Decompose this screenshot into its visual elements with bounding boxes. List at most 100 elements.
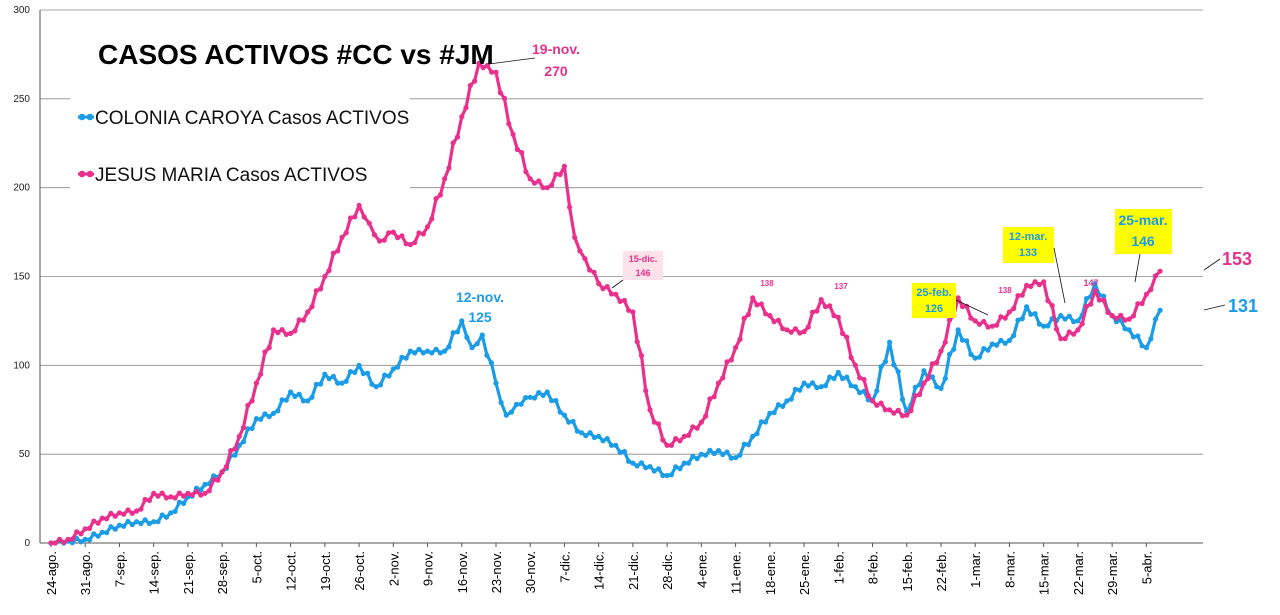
data-point bbox=[925, 375, 931, 382]
axes bbox=[39, 10, 1203, 544]
data-point bbox=[326, 376, 332, 382]
data-point bbox=[1045, 298, 1051, 304]
data-point bbox=[343, 230, 349, 236]
data-point bbox=[335, 380, 341, 386]
data-point bbox=[664, 442, 670, 448]
data-point bbox=[95, 520, 101, 526]
data-point bbox=[262, 411, 268, 417]
data-point bbox=[895, 369, 901, 375]
annotation-box bbox=[1003, 227, 1054, 263]
data-point bbox=[1045, 323, 1051, 329]
data-point bbox=[1062, 336, 1068, 342]
data-point bbox=[835, 369, 841, 375]
data-point bbox=[347, 369, 354, 375]
legend: COLONIA CAROYA Casos ACTIVOS JESUS MARIA … bbox=[70, 88, 410, 194]
data-point bbox=[959, 303, 966, 310]
data-point bbox=[484, 352, 490, 358]
annotation-leader bbox=[1053, 247, 1066, 304]
data-point bbox=[318, 381, 324, 387]
annotation-leader bbox=[955, 299, 989, 316]
data-point bbox=[65, 536, 71, 543]
data-point bbox=[86, 537, 93, 543]
data-point bbox=[891, 410, 897, 416]
data-point bbox=[1015, 293, 1021, 299]
data-point bbox=[1058, 313, 1064, 319]
x-tick-label: 30-nov. bbox=[523, 551, 538, 593]
data-point bbox=[125, 507, 131, 513]
data-point bbox=[253, 380, 259, 386]
data-point bbox=[861, 376, 867, 383]
data-point bbox=[643, 388, 649, 394]
data-point bbox=[946, 317, 953, 323]
data-point bbox=[874, 402, 880, 408]
annotation-value: 270 bbox=[544, 63, 568, 79]
data-point bbox=[912, 393, 918, 399]
annotation-leader bbox=[488, 57, 536, 65]
data-point bbox=[437, 192, 443, 198]
data-point bbox=[673, 436, 679, 442]
data-point bbox=[942, 375, 948, 382]
data-point bbox=[1152, 273, 1159, 279]
data-point bbox=[1118, 312, 1124, 318]
data-point bbox=[955, 295, 961, 301]
data-point bbox=[352, 214, 358, 220]
data-point bbox=[104, 516, 110, 522]
data-point bbox=[1092, 281, 1098, 287]
data-point bbox=[608, 291, 615, 297]
x-tick-label: 7-sep. bbox=[112, 551, 127, 587]
data-point bbox=[797, 387, 803, 393]
data-point bbox=[613, 291, 619, 297]
legend-swatch-marker bbox=[86, 113, 94, 121]
annotation-box bbox=[912, 283, 956, 318]
data-point bbox=[361, 214, 367, 220]
data-point bbox=[929, 374, 936, 380]
data-point bbox=[596, 433, 602, 439]
x-tick-label: 4-ene. bbox=[694, 551, 709, 588]
annotation-value: 147 bbox=[1083, 278, 1098, 288]
data-point bbox=[780, 403, 786, 409]
data-point bbox=[1148, 336, 1154, 342]
data-point bbox=[587, 267, 593, 273]
data-point bbox=[745, 311, 752, 318]
data-point bbox=[681, 460, 687, 466]
data-point bbox=[767, 410, 773, 416]
x-tick-label: 15-feb. bbox=[900, 551, 915, 591]
data-point bbox=[373, 384, 379, 390]
data-point bbox=[399, 354, 405, 360]
data-point bbox=[159, 490, 165, 496]
data-point bbox=[711, 394, 717, 400]
data-point bbox=[454, 134, 461, 140]
data-point bbox=[946, 351, 953, 357]
data-point bbox=[630, 309, 636, 315]
data-point bbox=[1126, 316, 1132, 322]
data-point bbox=[685, 432, 692, 438]
data-point bbox=[810, 309, 816, 315]
annotation-label: 12-nov. 125 bbox=[456, 289, 504, 325]
annotation-box bbox=[1115, 209, 1172, 254]
data-point bbox=[198, 492, 204, 498]
data-point bbox=[1075, 318, 1081, 324]
data-point bbox=[600, 438, 606, 444]
data-point bbox=[690, 453, 696, 459]
annotation-date: 15-dic. bbox=[629, 254, 658, 264]
data-point bbox=[1092, 288, 1098, 294]
data-point bbox=[168, 510, 174, 516]
data-point bbox=[181, 493, 187, 499]
annotation-label: 147 bbox=[1083, 278, 1098, 288]
annotation-box bbox=[623, 251, 663, 280]
legend-swatch-marker bbox=[86, 170, 94, 178]
data-point bbox=[399, 233, 405, 239]
data-point bbox=[690, 424, 696, 430]
data-point bbox=[412, 240, 418, 246]
data-point bbox=[300, 317, 306, 323]
legend-label: JESUS MARIA Casos ACTIVOS bbox=[95, 165, 367, 186]
data-point bbox=[253, 416, 259, 422]
data-point bbox=[138, 520, 144, 527]
data-point bbox=[1062, 316, 1068, 322]
data-point bbox=[163, 495, 170, 501]
data-point bbox=[591, 434, 598, 441]
series-line bbox=[51, 282, 1162, 545]
data-point bbox=[1053, 326, 1060, 332]
data-point bbox=[818, 384, 824, 390]
